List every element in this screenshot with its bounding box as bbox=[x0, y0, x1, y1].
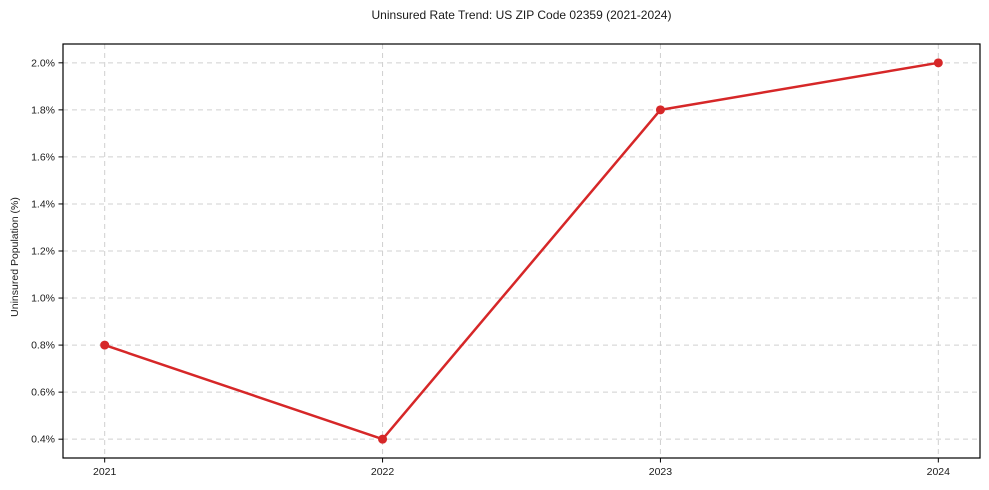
x-tick-label: 2021 bbox=[93, 466, 117, 478]
y-tick-label: 1.6% bbox=[31, 151, 55, 163]
data-point-marker bbox=[378, 434, 388, 444]
y-tick-label: 0.6% bbox=[31, 387, 55, 399]
y-tick-label: 0.8% bbox=[31, 340, 55, 352]
data-point-marker bbox=[655, 105, 665, 115]
series-layer bbox=[100, 58, 943, 444]
chart-title: Uninsured Rate Trend: US ZIP Code 02359 … bbox=[371, 8, 672, 22]
tick-label-layer: 0.4% 0.6% 0.8% 1.0% 1.2% 1.4% 1.6% 1.8% 2.0% 2021… bbox=[31, 57, 950, 478]
y-tick-label: 1.4% bbox=[31, 198, 55, 210]
trend-line bbox=[103, 61, 940, 441]
data-point-marker bbox=[933, 58, 943, 68]
grid-layer bbox=[63, 44, 980, 458]
x-tick-label: 2023 bbox=[649, 466, 673, 478]
plot-border bbox=[62, 43, 981, 459]
tick-layer bbox=[58, 62, 939, 463]
y-tick-label: 2.0% bbox=[31, 57, 55, 69]
y-tick-label: 1.0% bbox=[31, 293, 55, 305]
y-tick-label: 1.8% bbox=[31, 104, 55, 116]
y-tick-label: 0.4% bbox=[31, 434, 55, 446]
x-tick-label: 2024 bbox=[927, 466, 951, 478]
y-tick-label: 1.2% bbox=[31, 246, 55, 258]
x-tick-label: 2022 bbox=[371, 466, 395, 478]
data-point-marker bbox=[100, 340, 110, 350]
